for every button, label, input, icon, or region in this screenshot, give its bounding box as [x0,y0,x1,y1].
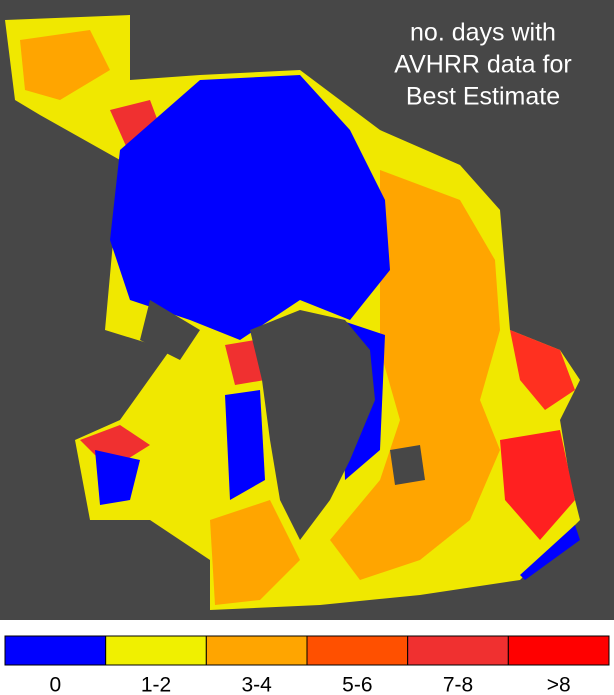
legend-label: 5-6 [342,674,372,695]
legend-label: 1-2 [141,674,171,695]
red-patch [500,430,575,540]
orange-patch [330,170,500,580]
map [5,15,580,610]
orange-patch [210,500,300,605]
legend-swatch [205,635,308,666]
blue-patch [520,525,580,580]
legend-swatch [105,635,207,666]
greenland [250,310,375,540]
legend-label: >8 [547,674,571,695]
title: no. days with AVHRR data for Best Estimate [394,19,571,111]
title-line: AVHRR data for [394,51,571,79]
title-line: Best Estimate [406,83,560,111]
red-patch [80,425,150,470]
orange-patch [20,30,110,100]
legend-swatch [407,635,509,666]
legend-swatch [4,635,107,666]
blue-ocean [110,75,390,340]
blue-patch [95,450,140,505]
lake [390,445,425,485]
legend-label: 0 [49,674,61,695]
blue-bay [225,390,265,500]
red-patch [225,340,265,385]
legend-label: 7-8 [443,674,473,695]
red-patch [510,330,575,410]
legend-label: 3-4 [241,674,272,695]
legend: 0 1-2 3-4 5-6 7-8 >8 [4,635,610,695]
title-line: no. days with [410,19,556,47]
legend-swatch [507,635,610,666]
legend-swatch [306,635,409,666]
land-gap [140,300,200,360]
